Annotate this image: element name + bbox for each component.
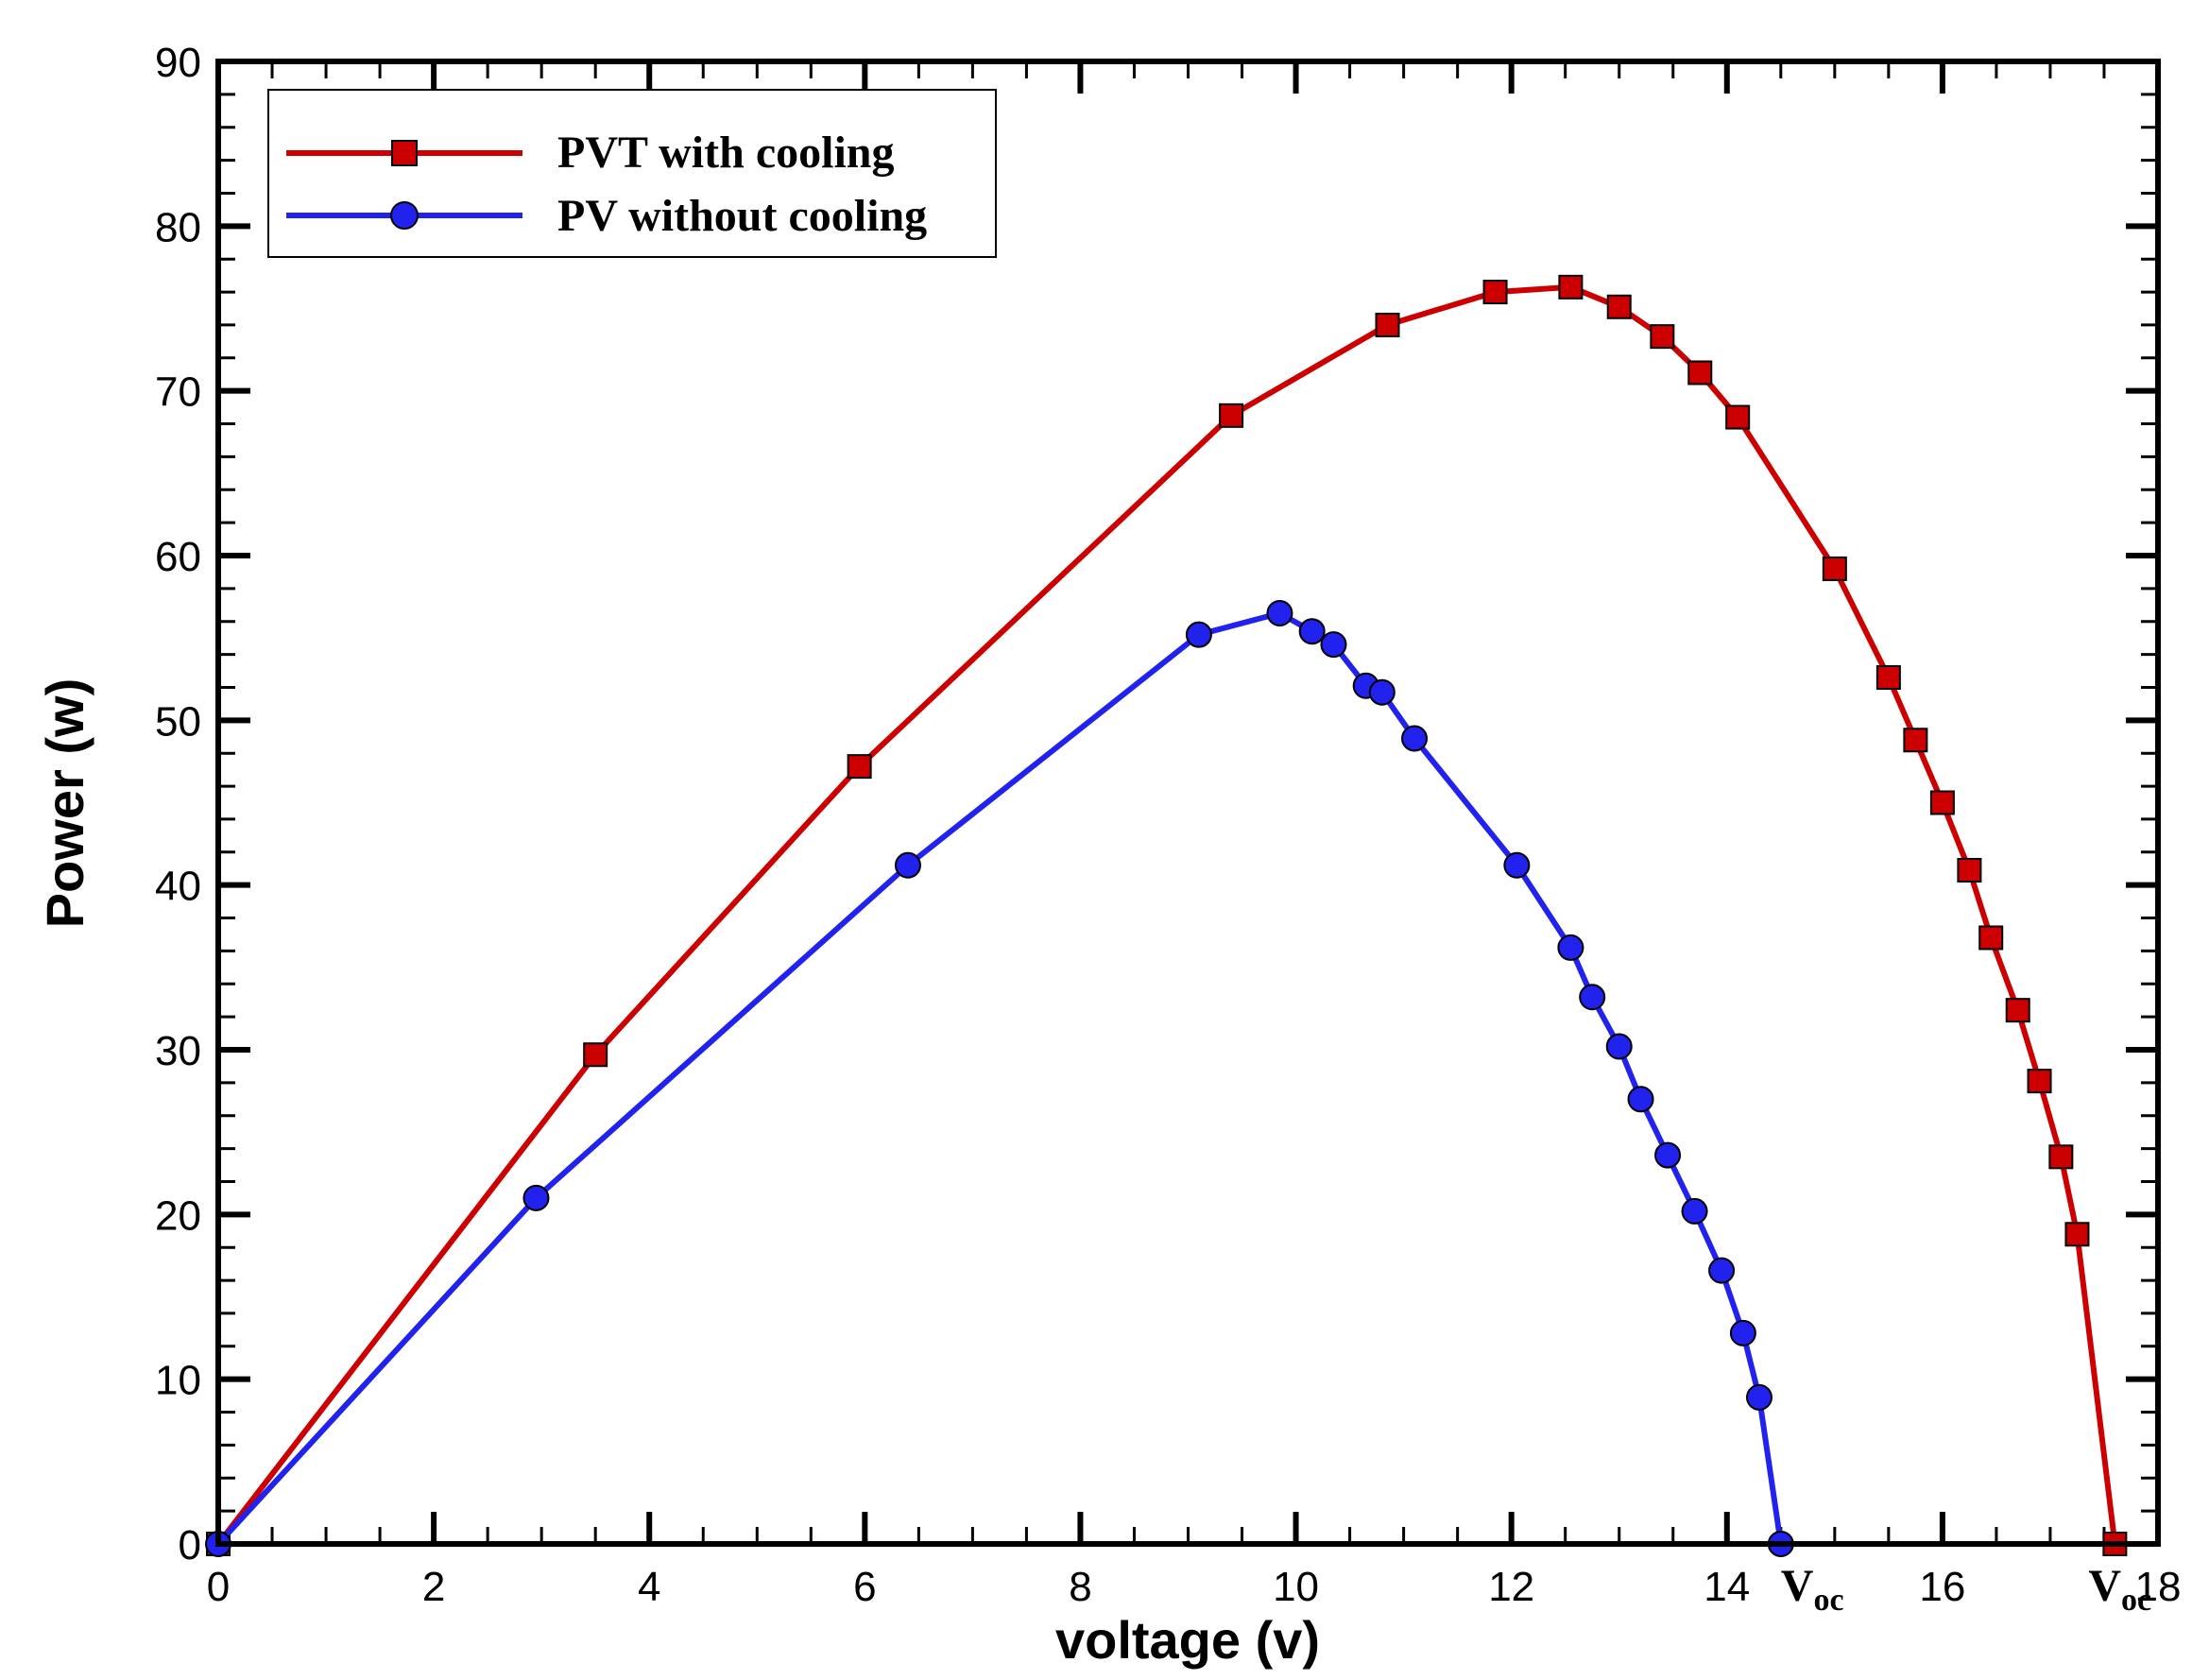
data-point-pvt (1822, 556, 1847, 581)
x-tick-label: 12 (1488, 1564, 1534, 1610)
data-point-pv (1298, 618, 1326, 645)
data-point-pv (1401, 725, 1429, 752)
x-tick-label: 4 (638, 1564, 660, 1610)
legend-marker-pvt (391, 140, 418, 166)
x-tick-label: 0 (207, 1564, 230, 1610)
data-point-pvt (1219, 403, 1244, 428)
legend: PVT with cooling PV without cooling (267, 89, 997, 258)
y-tick-label: 0 (179, 1522, 201, 1569)
legend-label-pv: PV without cooling (557, 191, 927, 241)
data-point-pvt (1606, 294, 1632, 319)
data-point-pv (1503, 851, 1531, 879)
x-axis-title: voltage (v) (1055, 1610, 1320, 1670)
y-tick-label: 50 (155, 698, 201, 745)
data-point-pv (1605, 1033, 1633, 1060)
data-point-pvt (1725, 404, 1751, 430)
legend-marker-pv (390, 201, 419, 230)
data-point-pv (1654, 1141, 1682, 1169)
data-point-pvt (1482, 280, 1508, 305)
y-tick-label: 70 (155, 369, 201, 416)
voc-annotation: Voc (1781, 1561, 1844, 1618)
series-line-pvt-with-cooling (215, 283, 2118, 1546)
plot-frame (215, 59, 2161, 1547)
data-point-pvt (1650, 324, 1675, 350)
data-point-pvt (2005, 998, 2030, 1023)
x-tick-label: 16 (1919, 1564, 1965, 1610)
legend-box (267, 89, 997, 258)
y-tick-label: 60 (155, 534, 201, 580)
data-point-pv (1185, 621, 1212, 648)
data-point-pv (1729, 1319, 1756, 1346)
data-point-pv (1266, 600, 1293, 627)
data-point-pvt (1875, 665, 1901, 691)
x-tick-label: 14 (1704, 1564, 1750, 1610)
legend-label-pvt: PVT with cooling (557, 128, 894, 178)
data-point-pvt (583, 1042, 608, 1068)
data-point-pvt (1375, 312, 1400, 337)
data-point-pvt (1558, 274, 1584, 300)
data-point-pv (1368, 678, 1396, 706)
data-point-pvt (1978, 925, 2004, 951)
x-tick-label: 2 (422, 1564, 445, 1610)
data-point-pvt (2064, 1222, 2090, 1247)
x-tick-label: 8 (1069, 1564, 1091, 1610)
data-point-pv (522, 1184, 550, 1211)
y-tick-label: 40 (155, 864, 201, 910)
x-tick-label: 18 (2135, 1564, 2182, 1610)
y-tick-label: 10 (155, 1358, 201, 1404)
data-point-pvt (1687, 360, 1713, 386)
x-tick-label: 6 (853, 1564, 876, 1610)
y-axis-title: Power (w) (35, 678, 94, 928)
data-point-pvt (1929, 790, 1955, 815)
data-point-pvt (847, 754, 872, 780)
voc-annotation: Voc (2088, 1561, 2151, 1618)
x-tick-label: 10 (1273, 1564, 1319, 1610)
data-point-pv (894, 851, 921, 879)
data-point-pv (1708, 1257, 1736, 1284)
data-point-pv (1681, 1197, 1708, 1225)
data-point-pvt (1957, 857, 1982, 883)
y-tick-label: 20 (155, 1192, 201, 1239)
y-tick-label: 30 (155, 1028, 201, 1074)
data-point-pvt (2048, 1144, 2074, 1170)
data-point-pvt (1903, 728, 1928, 753)
data-point-pv (1627, 1086, 1654, 1113)
y-tick-label: 90 (155, 40, 201, 86)
data-point-pv (1745, 1383, 1772, 1411)
data-point-pv (1557, 934, 1584, 961)
y-tick-label: 80 (155, 204, 201, 250)
data-point-pvt (2027, 1069, 2052, 1094)
data-point-pv (1320, 631, 1347, 659)
data-point-pv (1579, 984, 1606, 1011)
